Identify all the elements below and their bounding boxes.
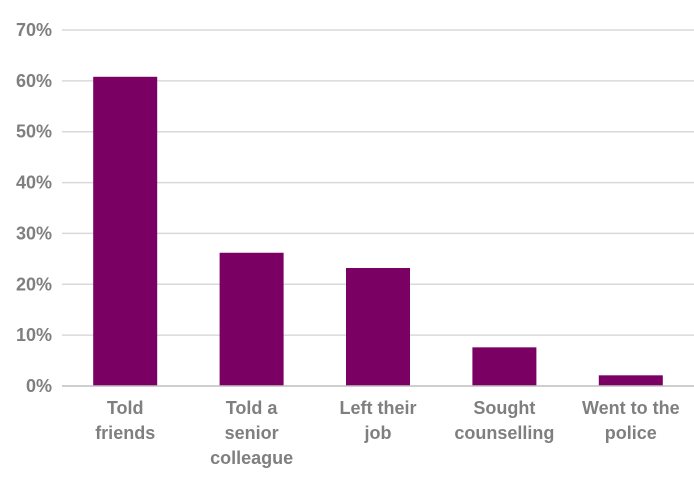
x-category-label-line: Went to the (582, 398, 680, 418)
y-tick-label: 40% (16, 173, 52, 193)
x-category-label: Went to the police (582, 398, 680, 443)
x-category-label-line: job (364, 423, 392, 443)
y-tick-label: 20% (16, 274, 52, 294)
x-category-label-line: counselling (454, 423, 554, 443)
x-category-label-line: colleague (210, 448, 293, 468)
y-axis-tick-labels: 0% 10% 20% 30% 40% 50% 60% 70% (16, 20, 52, 396)
x-category-label-line: Sought (473, 398, 535, 418)
x-axis-category-labels: Told friends Told a senior colleague Left the… (95, 398, 679, 468)
x-category-label-line: Left their (339, 398, 416, 418)
x-category-label: Sought counselling (454, 398, 554, 443)
bar (93, 76, 158, 386)
y-tick-label: 30% (16, 223, 52, 243)
y-tick-label: 0% (26, 376, 52, 396)
x-category-label-line: Told (107, 398, 144, 418)
y-tick-label: 50% (16, 122, 52, 142)
x-category-label-line: senior (225, 423, 279, 443)
y-tick-label: 60% (16, 71, 52, 91)
bar (472, 347, 537, 386)
bar (346, 268, 410, 386)
x-category-label: Told friends (95, 398, 155, 443)
x-category-label-line: friends (95, 423, 155, 443)
x-category-label: Told a senior colleague (210, 398, 293, 468)
bar (598, 375, 663, 386)
bars (93, 76, 663, 386)
x-category-label: Left their job (339, 398, 416, 443)
x-category-label-line: Told a (226, 398, 279, 418)
x-category-label-line: police (605, 423, 657, 443)
bar (219, 252, 284, 386)
y-tick-label: 70% (16, 20, 52, 40)
gridlines (62, 29, 694, 336)
y-tick-label: 10% (16, 325, 52, 345)
